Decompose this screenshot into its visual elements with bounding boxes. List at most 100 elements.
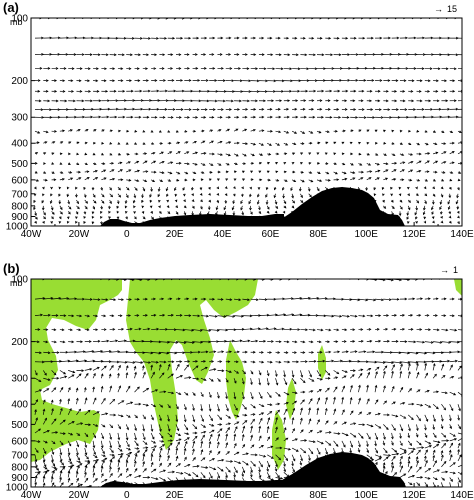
panel-a-wind-vectors [33,18,462,226]
wind-vector [242,18,249,20]
x-tick-label: 40E [214,490,232,500]
wind-vector [416,466,422,473]
panel-b: (b) mb → 1 10020030040050060070080090010… [3,261,474,500]
wind-vector [151,67,157,70]
wind-vector [283,370,286,378]
wind-vector [76,369,85,373]
wind-vector [449,364,453,371]
wind-vector [51,152,55,155]
wind-vector [231,205,235,211]
wind-vector [316,350,323,354]
wind-vector [142,152,148,155]
wind-vector [84,471,87,478]
wind-vector [366,360,378,364]
wind-vector [424,476,431,480]
wind-vector [350,129,354,133]
wind-vector [433,297,439,301]
wind-vector [300,89,309,93]
wind-vector [225,451,230,456]
wind-vector [101,432,105,440]
wind-vector [440,186,444,190]
wind-vector [424,445,432,449]
wind-vector [424,362,428,371]
wind-vector [300,99,307,103]
wind-vector [117,414,124,418]
wind-vector [184,437,190,442]
wind-vector [51,178,57,182]
wind-vector [134,186,138,191]
wind-vector [134,216,137,220]
x-tick-label: 20E [166,229,184,240]
wind-vector [242,466,246,474]
wind-vector [283,401,289,405]
wind-vector [415,220,418,224]
wind-vector [200,297,207,301]
wind-vector [225,108,232,111]
wind-vector [449,89,456,93]
wind-vector [250,90,260,93]
wind-vector [150,130,154,133]
wind-vector [441,67,449,71]
wind-vector [141,193,144,199]
wind-vector [432,424,436,430]
wind-vector [399,36,409,40]
wind-vector [391,18,398,20]
wind-vector [292,79,302,83]
wind-vector [217,441,220,449]
wind-vector [92,478,98,483]
wind-vector [316,447,321,455]
wind-vector [391,67,401,70]
wind-vector [234,36,240,40]
wind-vector [275,179,280,182]
wind-vector [200,115,207,119]
panel-a-terrain-tibet [268,187,405,226]
wind-vector [457,414,460,421]
wind-vector [159,115,166,119]
wind-vector [391,129,395,133]
wind-vector [159,67,165,70]
wind-vector [76,53,85,56]
wind-vector [258,205,261,211]
wind-vector [51,89,58,93]
wind-vector [448,449,452,455]
wind-vector [67,205,72,210]
wind-vector [109,79,116,83]
wind-vector [399,169,405,173]
wind-vector [225,141,232,144]
wind-vector [167,89,177,93]
wind-vector [101,298,109,302]
wind-vector [267,360,273,364]
wind-vector [433,53,443,57]
wind-vector [91,187,95,191]
wind-vector [117,452,124,456]
wind-vector [68,297,78,301]
wind-vector [159,447,163,455]
wind-vector [292,89,301,93]
wind-vector [159,99,169,102]
wind-vector [117,466,121,473]
wind-vector [391,486,393,487]
panel-b-frame [30,278,463,488]
wind-vector [408,36,417,40]
wind-vector [92,129,97,132]
wind-vector [225,298,233,301]
wind-vector [407,193,410,197]
wind-vector [142,387,150,393]
wind-vector [250,128,256,132]
wind-vector [350,162,354,166]
wind-vector [399,99,406,103]
wind-vector [117,454,123,462]
wind-vector [159,432,164,439]
wind-vector [439,211,443,215]
x-tick-label: 120E [402,490,426,500]
wind-vector [333,440,339,447]
wind-vector [282,186,285,191]
wind-vector [59,53,69,56]
wind-vector [42,399,46,405]
wind-vector [225,433,229,441]
wind-vector [43,89,49,93]
wind-vector [184,463,191,468]
wind-vector [150,461,154,467]
wind-vector [151,115,158,119]
wind-vector [93,298,101,301]
